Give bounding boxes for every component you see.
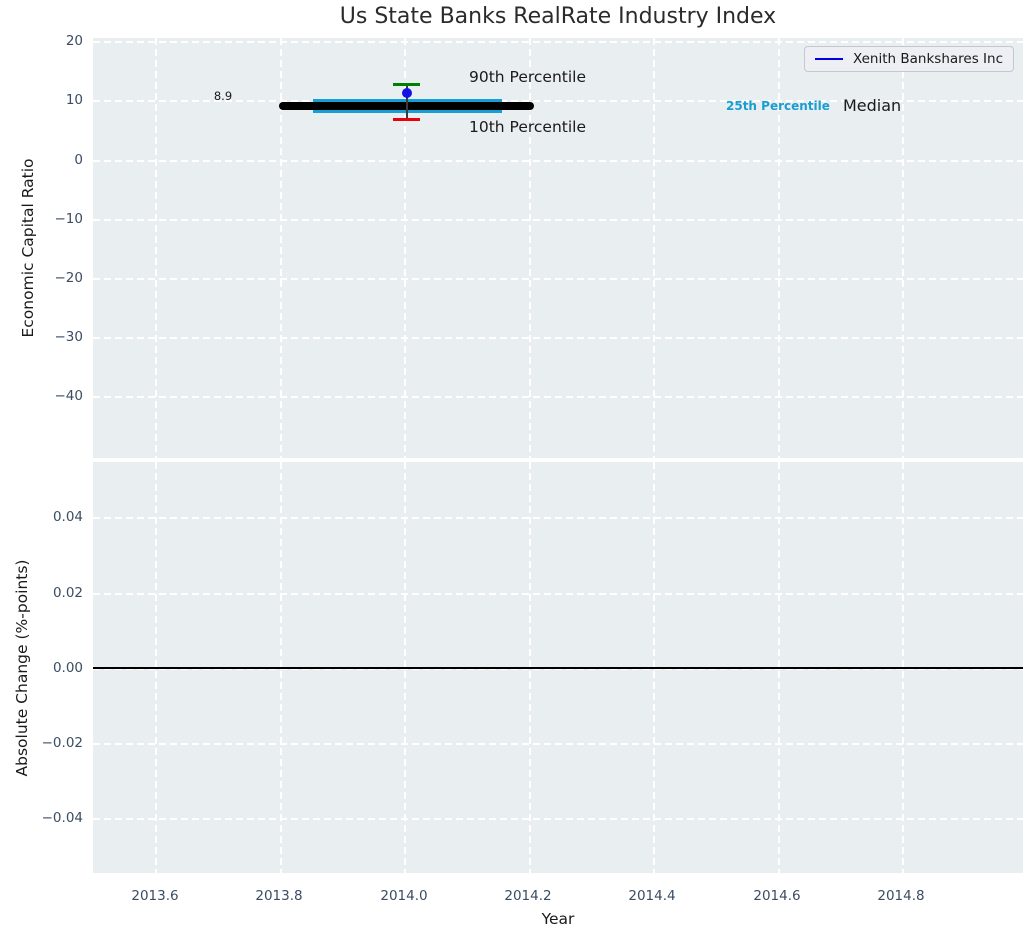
gridline-h [93,41,1023,43]
legend-line-icon [814,57,843,61]
company-value-marker [402,88,412,98]
gridline-v [404,38,406,458]
gridline-v [155,38,157,458]
x-tick-label: 2014.2 [504,888,552,904]
gridline-v [653,38,655,458]
gridline-h [93,517,1023,519]
x-tick-label: 2014.6 [753,888,801,904]
y-tick-label: −0.04 [41,810,83,826]
y-tick-label: −40 [54,388,84,404]
y-tick-label: 0 [74,152,83,168]
x-axis-label: Year [541,910,575,928]
gridline-h [93,396,1023,398]
legend: Xenith Bankshares Inc [803,46,1014,72]
y-axis-label-bottom: Absolute Change (%-points) [13,559,31,777]
annotation-10th-percentile: 10th Percentile [469,118,587,136]
x-tick-label: 2014.0 [380,888,428,904]
median-value-label: 8.9 [213,89,233,103]
y-tick-label: 0.04 [52,509,83,525]
gridline-h [93,743,1023,745]
annotation-25th-percentile: 25th Percentile [726,99,830,113]
percentile-whisker [406,85,408,120]
legend-label: Xenith Bankshares Inc [852,51,1003,67]
gridline-h [93,593,1023,595]
gridline-h [93,160,1023,162]
annotation-median: Median [843,96,902,115]
gridline-v [280,38,282,458]
y-tick-label: −30 [54,329,84,345]
x-tick-label: 2014.8 [877,888,925,904]
gridline-v [778,38,780,458]
y-tick-label: 10 [65,92,83,108]
y-tick-label: 0.02 [52,585,83,601]
gridline-h [93,219,1023,221]
p10-cap-marker [393,118,420,121]
gridline-v [902,38,904,458]
y-axis-label-top: Economic Capital Ratio [19,158,37,338]
gridline-h [93,818,1023,820]
gridline-h [93,278,1023,280]
y-tick-label: −20 [54,270,84,286]
p90-cap-marker [393,83,420,86]
bottom-plot-area [93,462,1023,873]
y-tick-label: −0.02 [41,735,83,751]
gridline-h [93,100,1023,102]
y-tick-label: 0.00 [52,660,83,676]
x-tick-label: 2013.6 [131,888,179,904]
chart-title: Us State Banks RealRate Industry Index [339,4,777,29]
x-tick-label: 2013.8 [255,888,303,904]
x-tick-label: 2014.4 [628,888,676,904]
zero-change-line [93,667,1023,669]
gridline-h [93,337,1023,339]
top-plot-area: 8.9 90th Percentile 10th Percentile 25th… [93,38,1023,458]
y-tick-label: 20 [65,33,83,49]
annotation-90th-percentile: 90th Percentile [469,68,587,86]
y-tick-label: −10 [54,211,84,227]
gridline-v [529,38,531,458]
